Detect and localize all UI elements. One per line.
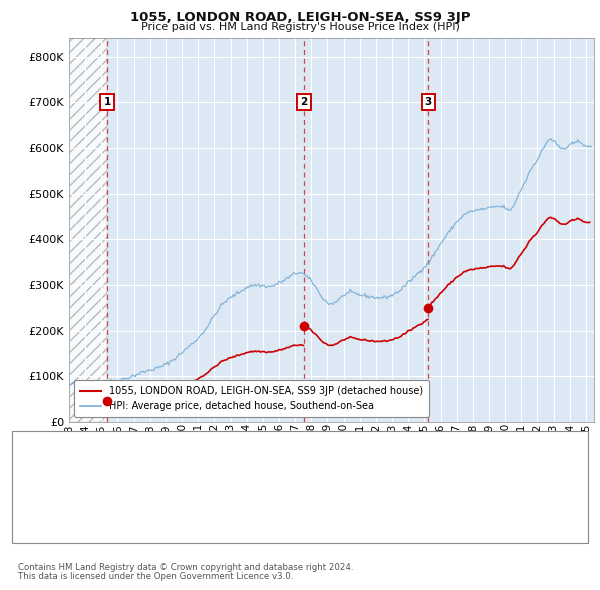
Text: 05-MAY-1995: 05-MAY-1995 [96, 470, 163, 480]
Text: Contains HM Land Registry data © Crown copyright and database right 2024.: Contains HM Land Registry data © Crown c… [18, 563, 353, 572]
Text: 33% ↓ HPI: 33% ↓ HPI [408, 498, 463, 507]
Text: £45,000: £45,000 [288, 470, 331, 480]
Text: 35% ↓ HPI: 35% ↓ HPI [408, 525, 463, 535]
Text: 2: 2 [301, 97, 308, 107]
Text: 3: 3 [29, 525, 37, 535]
Text: 1: 1 [103, 97, 110, 107]
Text: This data is licensed under the Open Government Licence v3.0.: This data is licensed under the Open Gov… [18, 572, 293, 581]
Text: 1: 1 [29, 470, 37, 480]
Text: Price paid vs. HM Land Registry's House Price Index (HPI): Price paid vs. HM Land Registry's House … [140, 22, 460, 32]
Text: £250,000: £250,000 [288, 525, 337, 535]
Legend: 1055, LONDON ROAD, LEIGH-ON-SEA, SS9 3JP (detached house), HPI: Average price, d: 1055, LONDON ROAD, LEIGH-ON-SEA, SS9 3JP… [74, 381, 429, 417]
Text: HPI: Average price, detached house, Southend-on-Sea: HPI: Average price, detached house, Sout… [72, 450, 355, 459]
Text: 1055, LONDON ROAD, LEIGH-ON-SEA, SS9 3JP (detached house): 1055, LONDON ROAD, LEIGH-ON-SEA, SS9 3JP… [72, 438, 406, 447]
Text: ———: ——— [36, 448, 74, 461]
Text: ———: ——— [36, 436, 73, 449]
Text: 2: 2 [29, 498, 37, 507]
Text: 26-MAR-2015: 26-MAR-2015 [96, 525, 166, 535]
Text: 27-APR-2007: 27-APR-2007 [96, 498, 163, 507]
Text: 1055, LONDON ROAD, LEIGH-ON-SEA, SS9 3JP: 1055, LONDON ROAD, LEIGH-ON-SEA, SS9 3JP [130, 11, 470, 24]
Text: £210,000: £210,000 [288, 498, 337, 507]
Text: 49% ↓ HPI: 49% ↓ HPI [408, 470, 463, 480]
Text: 3: 3 [424, 97, 432, 107]
